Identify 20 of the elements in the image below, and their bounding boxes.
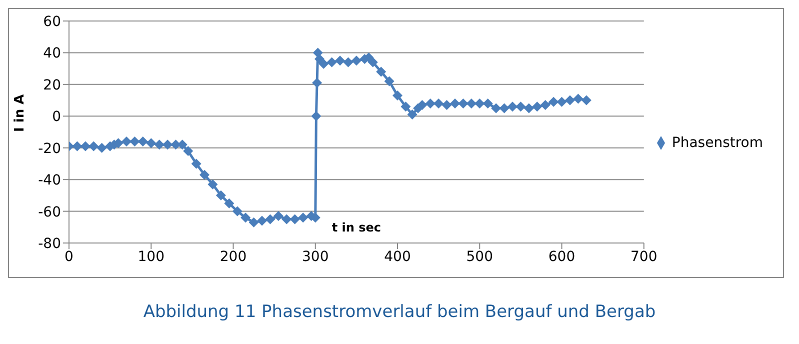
y-tick-label: -60 bbox=[38, 204, 61, 220]
legend-label: Phasenstrom bbox=[672, 135, 763, 151]
x-tick-label: 100 bbox=[138, 248, 164, 265]
y-axis-title: I in A bbox=[12, 94, 28, 132]
x-tick-label: 300 bbox=[302, 248, 329, 265]
x-tick-label: 200 bbox=[220, 248, 247, 265]
y-tick-label: 60 bbox=[43, 14, 61, 30]
y-tick-label: 0 bbox=[52, 109, 61, 126]
text: Abbildung 11 Phasenstromverlauf beim Bergauf und Bergab bbox=[142, 302, 657, 322]
y-tick-label: 20 bbox=[43, 77, 61, 94]
x-tick-label: 500 bbox=[466, 248, 494, 265]
x-axis-title: t in sec bbox=[332, 220, 382, 235]
x-tick-label: 400 bbox=[384, 248, 411, 265]
y-tick-label: 40 bbox=[43, 46, 61, 62]
x-tick-label: 600 bbox=[548, 248, 576, 265]
x-tick-label: 700 bbox=[630, 248, 658, 265]
y-tick-label: -40 bbox=[38, 172, 61, 189]
y-tick-label: -80 bbox=[38, 236, 61, 252]
y-tick-label: -20 bbox=[38, 140, 61, 157]
x-tick-label: 0 bbox=[64, 248, 74, 265]
